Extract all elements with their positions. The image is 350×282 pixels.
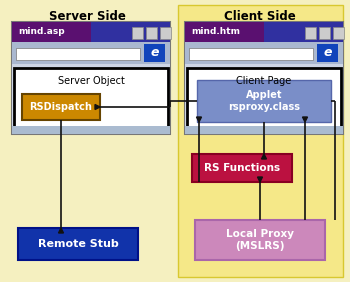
Bar — [146, 27, 157, 39]
Bar — [185, 126, 343, 134]
Text: Server Side: Server Side — [49, 10, 125, 23]
Bar — [189, 48, 313, 60]
Bar — [197, 80, 331, 122]
Text: e: e — [150, 47, 159, 60]
Polygon shape — [302, 117, 308, 122]
Bar — [91, 22, 170, 42]
Bar — [12, 126, 170, 134]
Bar — [160, 27, 171, 39]
Bar — [16, 48, 140, 60]
Bar — [18, 228, 138, 260]
Bar — [185, 22, 343, 42]
Bar — [195, 220, 325, 260]
Bar — [333, 27, 344, 39]
Text: RSDispatch: RSDispatch — [29, 102, 92, 112]
Bar — [264, 22, 343, 42]
Bar — [305, 27, 316, 39]
Text: Applet
rsproxy.class: Applet rsproxy.class — [228, 90, 300, 112]
Text: Remote Stub: Remote Stub — [38, 239, 118, 249]
Bar — [317, 44, 338, 62]
Polygon shape — [196, 117, 202, 122]
Text: mind.asp: mind.asp — [18, 28, 65, 36]
Text: mind.htm: mind.htm — [191, 28, 240, 36]
Text: e: e — [323, 47, 332, 60]
Bar — [178, 5, 343, 277]
Bar — [192, 154, 292, 182]
Polygon shape — [258, 177, 262, 182]
Text: Client Side: Client Side — [224, 10, 296, 23]
Bar — [12, 64, 170, 134]
Text: Client Page: Client Page — [236, 76, 292, 86]
Bar — [187, 68, 341, 132]
Polygon shape — [58, 228, 63, 233]
Text: RS Functions: RS Functions — [204, 163, 280, 173]
Bar — [12, 42, 170, 64]
Bar — [12, 22, 170, 42]
Bar — [185, 42, 343, 64]
Polygon shape — [261, 154, 266, 159]
Bar — [144, 44, 165, 62]
Text: Local Proxy
(MSLRS): Local Proxy (MSLRS) — [226, 229, 294, 251]
Polygon shape — [95, 105, 100, 109]
Bar — [132, 27, 143, 39]
Bar — [14, 68, 168, 132]
Bar — [185, 22, 343, 134]
Bar — [12, 22, 170, 134]
Bar — [22, 94, 100, 120]
Text: Server Object: Server Object — [57, 76, 125, 86]
Bar — [319, 27, 330, 39]
Bar — [185, 64, 343, 134]
